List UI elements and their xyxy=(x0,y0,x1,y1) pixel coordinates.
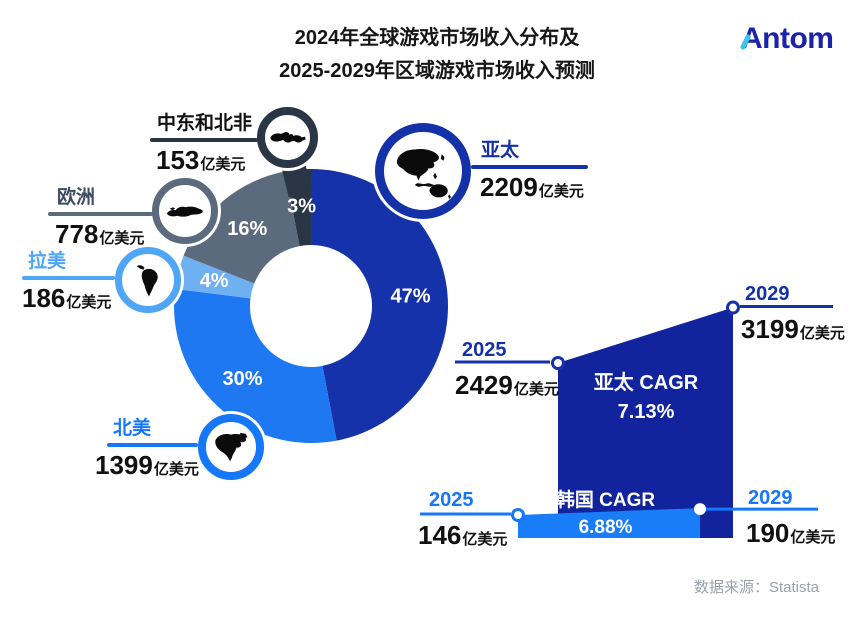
apac-map-icon xyxy=(396,148,451,199)
chart-title-line2: 2025-2029年区域游戏市场收入预测 xyxy=(279,60,595,82)
region-name: 中东和北非 xyxy=(157,113,253,134)
value-number: 190 xyxy=(746,518,790,548)
korea-2029-marker xyxy=(694,503,706,516)
value-number: 778 xyxy=(55,218,99,249)
apac-2025-marker xyxy=(551,356,565,370)
value-unit: 亿美元 xyxy=(462,531,508,548)
value-unit: 亿美元 xyxy=(99,229,145,247)
korea-cagr-annotation: 韩国 CAGR 6.88% xyxy=(528,491,683,539)
region-label-mena: 中东和北非 153 亿美元 xyxy=(150,112,258,175)
donut-pct-欧洲: 16% xyxy=(227,218,267,240)
value-number: 146 xyxy=(418,520,462,550)
region-label-latam: 拉美 186 亿美元 xyxy=(22,250,115,313)
korea-2025-marker xyxy=(511,508,525,522)
region-label-apac: 亚太 2209 亿美元 xyxy=(471,139,588,202)
antom-logo: Antom xyxy=(739,22,834,56)
europe-map-icon xyxy=(166,206,203,217)
value-unit: 亿美元 xyxy=(513,381,559,398)
chart-title: 2024年全球游戏市场收入分布及 2025-2029年区域游戏市场收入预测 xyxy=(152,22,722,88)
callout-line xyxy=(150,138,258,142)
korea-2029-label: 2029 190 亿美元 xyxy=(746,487,835,548)
donut-slice-亚太 xyxy=(311,168,449,441)
region-value: 2209 亿美元 xyxy=(474,172,588,202)
value-number: 186 xyxy=(22,282,66,313)
projection-value: 3199 亿美元 xyxy=(741,314,845,344)
value-number: 153 xyxy=(156,144,200,175)
region-name: 欧洲 xyxy=(57,187,96,208)
cagr-title: 韩国 CAGR xyxy=(555,490,656,511)
value-unit: 亿美元 xyxy=(200,155,246,173)
region-value: 186 亿美元 xyxy=(22,283,115,313)
chart-title-line1: 2024年全球游戏市场收入分布及 xyxy=(294,27,580,49)
donut-slice-欧洲 xyxy=(183,171,300,284)
apac-2025-label: 2025 2429 亿美元 xyxy=(455,339,559,400)
korea-projection-area xyxy=(518,508,700,538)
year-label: 2025 xyxy=(429,489,474,511)
latam-map-icon xyxy=(136,265,158,297)
region-label-europe: 欧洲 778 亿美元 xyxy=(48,186,153,249)
donut-slice-拉美 xyxy=(175,255,255,299)
region-name: 北美 xyxy=(113,418,152,439)
cagr-value: 6.88% xyxy=(578,517,633,538)
donut-slice-北美 xyxy=(174,288,337,444)
callout-line xyxy=(22,276,115,280)
projection-value: 2429 亿美元 xyxy=(455,370,559,400)
region-value: 778 亿美元 xyxy=(48,219,153,249)
value-unit: 亿美元 xyxy=(799,325,845,342)
donut-pct-亚太: 47% xyxy=(391,286,431,308)
donut-pct-中东和北非: 3% xyxy=(287,195,316,217)
apac-cagr-annotation: 亚太 CAGR 7.13% xyxy=(558,366,734,424)
value-unit: 亿美元 xyxy=(538,182,584,200)
apac-projection-area xyxy=(558,307,733,538)
value-number: 3199 xyxy=(741,314,799,344)
projection-value: 146 亿美元 xyxy=(418,520,507,550)
region-name: 亚太 xyxy=(481,140,520,161)
badge-apac xyxy=(375,123,471,219)
callout-line xyxy=(48,212,153,216)
value-number: 1399 xyxy=(95,449,153,480)
region-value: 153 亿美元 xyxy=(150,145,258,175)
year-label: 2029 xyxy=(745,283,790,305)
year-label: 2029 xyxy=(748,487,793,509)
value-number: 2209 xyxy=(480,171,538,202)
badge-europe xyxy=(152,178,218,244)
apac-2029-label: 2029 3199 亿美元 xyxy=(741,283,845,344)
projection-value: 190 亿美元 xyxy=(746,518,835,548)
region-name: 拉美 xyxy=(28,251,67,272)
apac-2029-marker xyxy=(726,300,740,315)
value-unit: 亿美元 xyxy=(790,529,836,546)
cagr-value: 7.13% xyxy=(617,401,675,423)
year-label: 2025 xyxy=(462,339,507,361)
cagr-title: 亚太 CAGR xyxy=(593,372,699,394)
value-unit: 亿美元 xyxy=(153,460,199,478)
badge-latam xyxy=(115,247,181,313)
value-number: 2429 xyxy=(455,370,513,400)
region-label-north-america: 北美 1399 亿美元 xyxy=(95,417,199,480)
value-unit: 亿美元 xyxy=(66,293,112,311)
logo-text: Antom xyxy=(741,22,834,55)
callout-line xyxy=(107,443,198,447)
region-value: 1399 亿美元 xyxy=(95,450,199,480)
mena-map-icon xyxy=(269,131,306,143)
donut-pct-拉美: 4% xyxy=(200,270,229,292)
donut-pct-北美: 30% xyxy=(223,368,263,390)
badge-mena xyxy=(257,107,318,168)
korea-2025-label: 2025 146 亿美元 xyxy=(418,489,507,550)
callout-line xyxy=(471,165,588,169)
north-america-map-icon xyxy=(215,432,248,461)
badge-na xyxy=(198,414,264,480)
data-source: 数据来源：Statista xyxy=(694,579,820,596)
